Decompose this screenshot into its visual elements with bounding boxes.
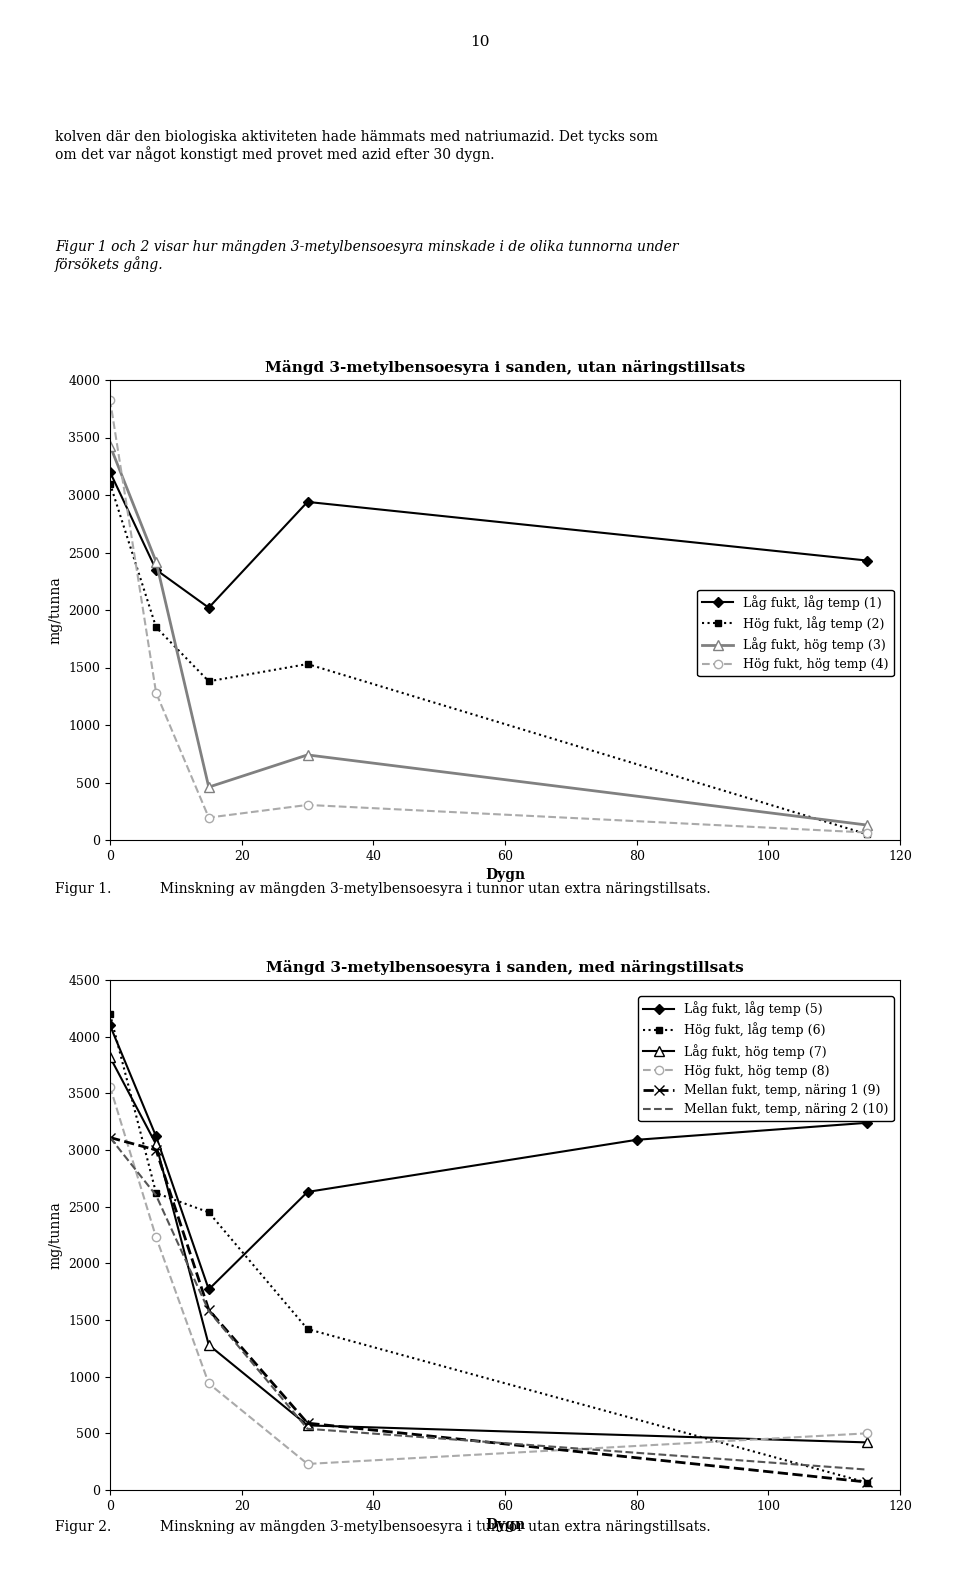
X-axis label: Dygn: Dygn [485, 868, 525, 883]
Y-axis label: mg/tunna: mg/tunna [49, 1202, 62, 1269]
Y-axis label: mg/tunna: mg/tunna [49, 576, 62, 643]
Text: Figur 2.: Figur 2. [55, 1519, 111, 1534]
X-axis label: Dygn: Dygn [485, 1518, 525, 1532]
Title: Mängd 3-metylbensoesyra i sanden, utan näringstillsats: Mängd 3-metylbensoesyra i sanden, utan n… [265, 359, 745, 375]
Text: kolven där den biologiska aktiviteten hade hämmats med natriumazid. Det tycks so: kolven där den biologiska aktiviteten ha… [55, 129, 658, 163]
Title: Mängd 3-metylbensoesyra i sanden, med näringstillsats: Mängd 3-metylbensoesyra i sanden, med nä… [266, 959, 744, 975]
Text: Figur 1.: Figur 1. [55, 883, 111, 895]
Text: Minskning av mängden 3-metylbensoesyra i tunnor utan extra näringstillsats.: Minskning av mängden 3-metylbensoesyra i… [160, 883, 710, 895]
Text: Figur 1 och 2 visar hur mängden 3-metylbensoesyra minskade i de olika tunnorna u: Figur 1 och 2 visar hur mängden 3-metylb… [55, 239, 679, 273]
Text: 10: 10 [470, 35, 490, 49]
Legend: Låg fukt, låg temp (5), Hög fukt, låg temp (6), Låg fukt, hög temp (7), Hög fukt: Låg fukt, låg temp (5), Hög fukt, låg te… [638, 996, 894, 1122]
Legend: Låg fukt, låg temp (1), Hög fukt, låg temp (2), Låg fukt, hög temp (3), Hög fukt: Låg fukt, låg temp (1), Hög fukt, låg te… [697, 591, 894, 677]
Text: Minskning av mängden 3-metylbensoesyra i tunnor utan extra näringstillsats.: Minskning av mängden 3-metylbensoesyra i… [160, 1519, 710, 1534]
